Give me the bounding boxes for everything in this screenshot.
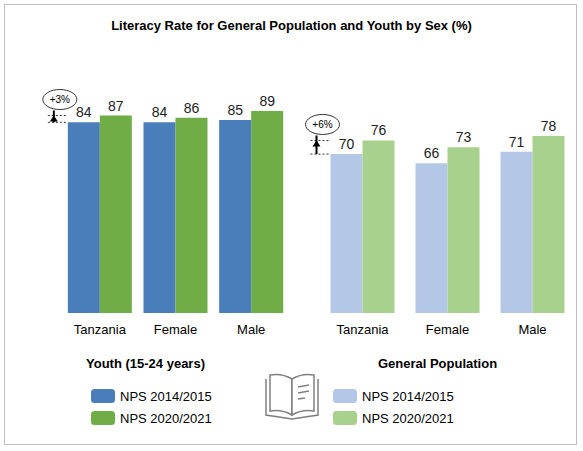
svg-text:86: 86 xyxy=(184,100,200,116)
svg-text:Female: Female xyxy=(154,322,197,337)
svg-text:70: 70 xyxy=(339,136,355,152)
svg-text:NPS 2014/2015: NPS 2014/2015 xyxy=(120,389,212,404)
svg-text:NPS 2020/2021: NPS 2020/2021 xyxy=(362,411,454,426)
svg-text:66: 66 xyxy=(424,145,440,161)
html-text:Literacy Rate for General Popu: Literacy Rate for General Population and… xyxy=(111,18,472,33)
svg-text:Tanzania: Tanzania xyxy=(74,322,127,337)
svg-text:89: 89 xyxy=(259,93,275,109)
svg-text:87: 87 xyxy=(108,98,124,114)
svg-text:73: 73 xyxy=(456,129,472,145)
svg-text:+6%: +6% xyxy=(312,119,332,130)
svg-text:71: 71 xyxy=(509,134,525,150)
svg-text:General Population: General Population xyxy=(378,356,497,371)
svg-text:85: 85 xyxy=(227,102,243,118)
svg-text:+3%: +3% xyxy=(50,94,70,105)
svg-text:Youth (15-24 years): Youth (15-24 years) xyxy=(86,356,205,371)
svg-text:84: 84 xyxy=(76,104,92,120)
svg-text:78: 78 xyxy=(541,118,557,134)
svg-text:Male: Male xyxy=(237,322,265,337)
svg-text:Tanzania: Tanzania xyxy=(336,322,389,337)
svg-text:76: 76 xyxy=(371,122,387,138)
svg-text:84: 84 xyxy=(152,104,168,120)
svg-text:Female: Female xyxy=(426,322,469,337)
svg-text:Male: Male xyxy=(518,322,546,337)
svg-text:NPS 2020/2021: NPS 2020/2021 xyxy=(120,411,212,426)
svg-text:NPS 2014/2015: NPS 2014/2015 xyxy=(362,389,454,404)
